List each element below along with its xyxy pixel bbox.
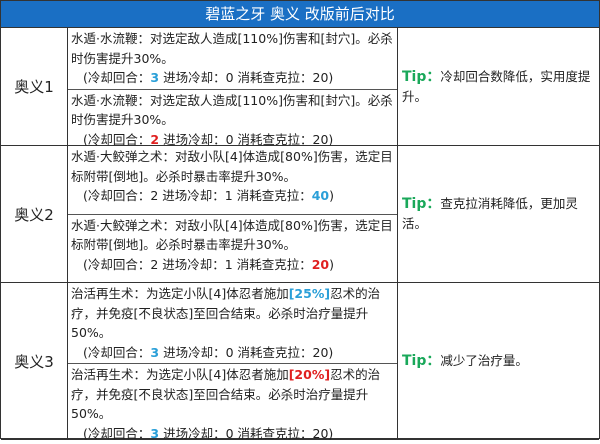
skill-description: 水遁·水流鞭：对选定敌人造成[110%]伤害和[封穴]。必杀时伤害提升30%。 [71,91,394,130]
versions-cell: 水遁·水流鞭：对选定敌人造成[110%]伤害和[封穴]。必杀时伤害提升30%。(… [68,28,398,147]
tip-text: Tip：查克拉消耗降低，更加灵活。 [402,194,595,234]
skill-description: 治活再生术：为选定小队[4]体忍者施加[25%]忍术的治疗，并免疫[不良状态]至… [71,284,394,343]
tip-content: 冷却回合数降低，实用度提升。 [402,68,591,104]
skill-name: 奥义2 [1,146,68,282]
tip-label: Tip [402,196,427,212]
tip-label: Tip [402,353,427,369]
tip-content: 查克拉消耗降低，更加灵活。 [402,196,578,231]
desc-segment: [25%] [288,286,331,301]
cooldown-segment: ) [329,256,335,272]
table-body: 奥义1 水遁·水流鞭：对选定敌人造成[110%]伤害和[封穴]。必杀时伤害提升30… [1,28,599,441]
cooldown-line: (冷却回合：2 进场冷却：1 消耗查克拉：40) [71,186,394,206]
cooldown-segment: ) [329,188,335,203]
cooldown-line: (冷却回合：3 进场冷却：0 消耗查克拉：20) [71,424,394,444]
table-row: 奥义3 治活再生术：为选定小队[4]体忍者施加[25%]忍术的治疗，并免疫[不良状… [1,283,599,441]
before-version: 水遁·大鲛弹之术：对敌小队[4]体造成[80%]伤害，选定目标附带[倒地]。必杀… [68,146,397,214]
cooldown-segment: (冷却回合： [83,131,151,147]
cooldown-segment: 进场冷却：0 消耗查克拉：20) [159,425,334,441]
cooldown-segment: 40 [311,188,330,203]
tip-separator: ： [426,68,441,85]
cooldown-line: (冷却回合：3 进场冷却：0 消耗查克拉：20) [71,68,394,88]
versions-cell: 治活再生术：为选定小队[4]体忍者施加[25%]忍术的治疗，并免疫[不良状态]至… [68,283,398,441]
desc-segment: 水遁·水流鞭：对选定敌人造成[110%]伤害和[封穴]。必杀时伤害提升30%。 [71,31,393,66]
desc-segment: 水遁·大鲛弹之术：对敌小队[4]体造成[80%]伤害，选定目标附带[倒地]。必杀… [71,217,393,253]
tip-label: Tip [402,68,427,85]
tip-separator: ： [426,196,441,212]
table-row: 奥义1 水遁·水流鞭：对选定敌人造成[110%]伤害和[封穴]。必杀时伤害提升30… [1,28,599,147]
after-version: 治活再生术：为选定小队[4]体忍者施加[20%]忍术的治疗，并免疫[不良状态]至… [68,363,397,444]
cooldown-segment: 20 [311,256,330,272]
cooldown-line: (冷却回合：3 进场冷却：0 消耗查克拉：20) [71,343,394,363]
table-title: 碧蓝之牙 奥义 改版前后对比 [1,1,599,28]
desc-segment: 水遁·大鲛弹之术：对敌小队[4]体造成[80%]伤害，选定目标附带[倒地]。必杀… [71,149,393,184]
cooldown-line: (冷却回合：2 进场冷却：1 消耗查克拉：20) [71,255,394,275]
before-version: 水遁·水流鞭：对选定敌人造成[110%]伤害和[封穴]。必杀时伤害提升30%。(… [68,28,397,89]
table-row: 奥义2 水遁·大鲛弹之术：对敌小队[4]体造成[80%]伤害，选定目标附带[倒地]… [1,146,599,283]
desc-segment: 水遁·水流鞭：对选定敌人造成[110%]伤害和[封穴]。必杀时伤害提升30%。 [71,92,393,128]
cooldown-segment: (冷却回合：2 进场冷却：1 消耗查克拉： [83,256,312,272]
skill-name: 奥义1 [1,28,68,145]
desc-segment: [20%] [288,367,331,382]
after-version: 水遁·大鲛弹之术：对敌小队[4]体造成[80%]伤害，选定目标附带[倒地]。必杀… [68,213,397,283]
cooldown-segment: 2 [150,131,160,147]
cooldown-segment: (冷却回合： [83,70,151,85]
tip-cell: Tip：冷却回合数降低，实用度提升。 [398,28,599,145]
cooldown-segment: (冷却回合： [83,344,151,360]
desc-segment: 忍术的治疗，并免疫[不良状态]至回合结束。必杀时治疗量提升50%。 [71,367,381,421]
tip-cell: Tip：查克拉消耗降低，更加灵活。 [398,146,599,282]
tip-text: Tip：减少了治疗量。 [402,351,528,371]
desc-segment: 治活再生术：为选定小队[4]体忍者施加 [71,286,289,301]
cooldown-segment: 3 [150,425,160,441]
desc-segment: 忍术的治疗，并免疫[不良状态]至回合结束。必杀时治疗量提升50%。 [71,286,381,340]
skill-description: 治活再生术：为选定小队[4]体忍者施加[20%]忍术的治疗，并免疫[不良状态]至… [71,365,394,424]
skill-description: 水遁·大鲛弹之术：对敌小队[4]体造成[80%]伤害，选定目标附带[倒地]。必杀… [71,147,394,186]
cooldown-segment: 进场冷却：0 消耗查克拉：20) [159,131,334,147]
desc-segment: 治活再生术：为选定小队[4]体忍者施加 [71,367,289,382]
cooldown-segment: 进场冷却：0 消耗查克拉：20) [159,70,334,85]
after-version: 水遁·水流鞭：对选定敌人造成[110%]伤害和[封穴]。必杀时伤害提升30%。(… [68,88,397,151]
cooldown-segment: (冷却回合：2 进场冷却：1 消耗查克拉： [83,188,312,203]
tip-separator: ： [426,353,441,369]
cooldown-segment: 进场冷却：0 消耗查克拉：20) [159,344,334,360]
cooldown-segment: (冷却回合： [83,425,151,441]
cooldown-segment: 3 [150,344,160,360]
skill-name: 奥义3 [1,283,68,439]
before-version: 治活再生术：为选定小队[4]体忍者施加[25%]忍术的治疗，并免疫[不良状态]至… [68,283,397,363]
cooldown-segment: 3 [150,70,160,85]
tip-cell: Tip：减少了治疗量。 [398,283,599,439]
cooldown-line: (冷却回合：2 进场冷却：0 消耗查克拉：20) [71,130,394,150]
tip-text: Tip：冷却回合数降低，实用度提升。 [402,67,595,107]
tip-content: 减少了治疗量。 [440,353,528,368]
versions-cell: 水遁·大鲛弹之术：对敌小队[4]体造成[80%]伤害，选定目标附带[倒地]。必杀… [68,146,398,282]
skill-description: 水遁·水流鞭：对选定敌人造成[110%]伤害和[封穴]。必杀时伤害提升30%。 [71,29,394,68]
skill-description: 水遁·大鲛弹之术：对敌小队[4]体造成[80%]伤害，选定目标附带[倒地]。必杀… [71,216,394,255]
